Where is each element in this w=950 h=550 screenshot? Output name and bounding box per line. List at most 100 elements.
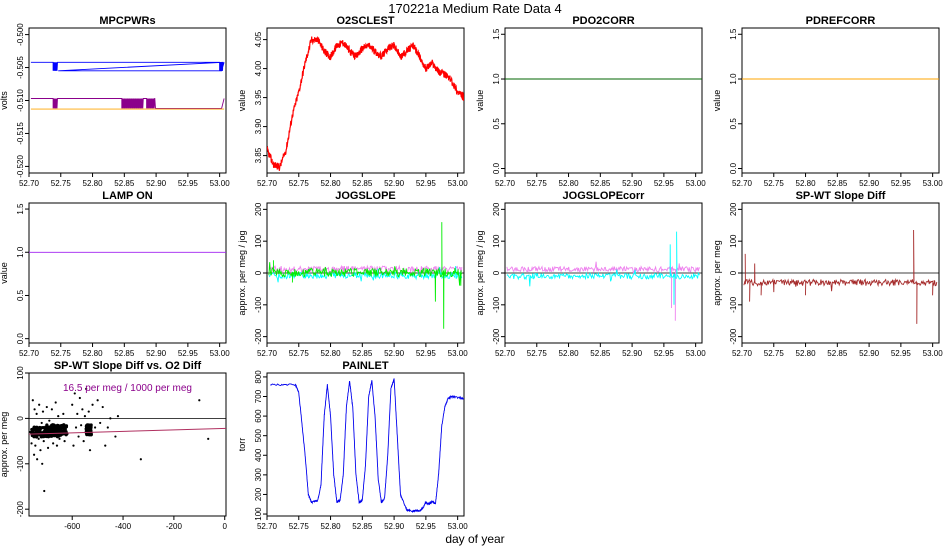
y-tick-label: 0.0 [729, 162, 738, 174]
panel-spwtvso2: SP-WT Slope Diff vs. O2 Diff -600 -400 -200… [0, 360, 228, 531]
scatter-point [53, 428, 56, 431]
x-tick-label: -400 [115, 522, 132, 531]
scatter-point [33, 428, 38, 432]
scatter-point [72, 444, 75, 447]
y-tick-label: 800 [254, 370, 263, 384]
x-tick-label: 53.00 [923, 179, 944, 188]
scatter-point [78, 396, 81, 400]
plot-area [29, 387, 226, 493]
y-tick-label: 0.0 [492, 162, 501, 174]
plot-frame [28, 372, 227, 517]
series-line [743, 229, 938, 324]
panel-pdrefcorr: PDREFCORR 52.70 52.75 52.80 52.85 52.90 52.95 5… [712, 15, 943, 188]
scatter-point [87, 432, 92, 436]
y-tick-label: 0 [729, 270, 738, 275]
scatter-point [77, 435, 80, 438]
y-tick-label: 0.0 [16, 333, 25, 345]
y-axis-label: volts [0, 91, 9, 110]
x-tick-label: 53.00 [448, 179, 469, 188]
panel-jogslope: JOGSLOPE 52.70 52.75 52.80 52.85 52.90 52.95 53… [237, 190, 468, 358]
plot-frame [741, 27, 940, 174]
y-tick-label: -100 [16, 455, 25, 472]
figure-xlabel: day of year [445, 532, 504, 546]
plot-area [30, 61, 225, 110]
scatter-point [80, 424, 83, 427]
scatter-point [83, 415, 87, 418]
x-tick-label: -600 [64, 522, 81, 531]
y-tick-label: 100 [16, 366, 25, 380]
scatter-point [39, 449, 42, 452]
scatter-point [84, 427, 88, 431]
panel-lampon: LAMP ON 52.70 52.75 52.80 52.85 52.90 52.95 53.… [0, 190, 230, 358]
series-line [30, 61, 225, 72]
x-tick-label: 52.75 [51, 179, 72, 188]
scatter-point [88, 426, 92, 430]
scatter-point [85, 387, 88, 390]
plot-frame [28, 202, 227, 344]
x-tick-label: 52.75 [764, 179, 785, 188]
x-tick-label: 52.95 [416, 349, 437, 358]
scatter-point [31, 399, 34, 402]
plot-frame [504, 27, 703, 174]
panel-title: MPCPWRs [99, 15, 155, 27]
x-tick-label: 52.80 [83, 179, 104, 188]
scatter-point [58, 437, 61, 440]
y-tick-label: -200 [16, 501, 25, 518]
y-axis-label: approx. per meg / jog [237, 230, 247, 315]
x-tick-label: 53.00 [923, 349, 944, 358]
x-tick-label: 52.85 [827, 349, 848, 358]
y-tick-label: -0.510 [16, 89, 25, 112]
x-tick-label: 52.85 [590, 179, 611, 188]
scatter-point [109, 417, 112, 420]
scatter-point [104, 444, 107, 447]
scatter-point [32, 453, 36, 456]
y-tick-label: 3.85 [254, 147, 263, 163]
scatter-point [43, 489, 46, 493]
panel-title: JOGSLOPE [335, 190, 396, 202]
plot-area [505, 231, 702, 321]
y-tick-label: 100 [254, 234, 263, 248]
x-tick-label: 53.00 [686, 179, 707, 188]
scatter-point [29, 430, 32, 434]
scatter-point [88, 449, 92, 452]
y-tick-label: 3.90 [254, 118, 263, 134]
x-tick-label: 52.95 [891, 349, 912, 358]
x-tick-label: 52.95 [178, 179, 199, 188]
scatter-point [41, 462, 44, 465]
y-tick-label: -200 [492, 328, 501, 345]
scatter-point [60, 430, 64, 434]
y-tick-label: -0.520 [16, 155, 25, 178]
x-tick-label: 52.90 [384, 522, 405, 531]
panel-pdo2corr: PDO2CORR 52.70 52.75 52.80 52.85 52.90 52.95 53… [475, 15, 706, 188]
y-tick-label: 1.0 [16, 246, 25, 258]
scatter-point [52, 442, 55, 445]
y-tick-label: 700 [254, 389, 263, 403]
x-tick-label: 52.85 [352, 522, 373, 531]
panel-o2sclest: O2SCLEST 52.70 52.75 52.80 52.85 52.90 52.95 53… [237, 15, 468, 188]
y-tick-label: 4.00 [254, 60, 263, 76]
scatter-point [62, 423, 66, 427]
y-tick-label: 1.5 [492, 28, 501, 40]
y-tick-label: 600 [254, 409, 263, 423]
x-tick-label: 52.70 [257, 179, 278, 188]
scatter-point [62, 412, 65, 415]
scatter-point [59, 424, 62, 427]
y-axis-label: approx. per meg [712, 240, 722, 306]
scatter-point [30, 442, 33, 445]
scatter-point [59, 427, 63, 431]
y-tick-label: 0 [16, 416, 25, 421]
x-tick-label: 52.70 [19, 179, 40, 188]
scatter-point [66, 433, 69, 436]
x-tick-label: 0 [223, 522, 228, 531]
x-tick-label: 52.85 [352, 349, 373, 358]
panel-title: JOGSLOPEcorr [563, 190, 646, 202]
scatter-point [101, 405, 104, 409]
y-axis-label: torr [237, 438, 247, 452]
x-tick-label: 52.80 [796, 349, 817, 358]
x-tick-label: 52.80 [321, 179, 342, 188]
x-tick-label: 52.90 [622, 349, 643, 358]
panels: MPCPWRs 52.70 52.75 52.80 52.85 52.90 52.95 53.… [0, 15, 943, 531]
scatter-point [56, 425, 60, 429]
x-tick-label: 52.85 [114, 349, 135, 358]
y-tick-label: 0.5 [492, 118, 501, 130]
